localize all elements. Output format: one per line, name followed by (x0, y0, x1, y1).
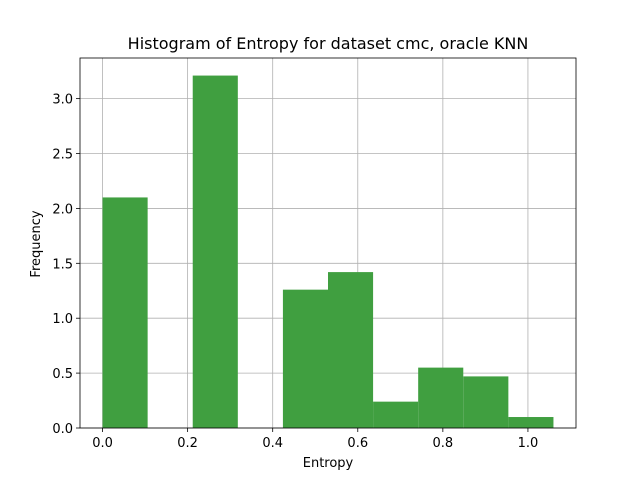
x-tick-label: 0.6 (347, 436, 368, 451)
y-tick-label: 2.0 (52, 202, 73, 217)
x-tick-label: 0.2 (177, 436, 198, 451)
histogram-bars (102, 75, 554, 428)
chart-title: Histogram of Entropy for dataset cmc, or… (128, 34, 529, 53)
axes-frame (79, 57, 577, 429)
y-tick-label: 1.5 (52, 257, 73, 272)
x-tick-label: 0.0 (92, 436, 113, 451)
y-tick-label: 0.0 (52, 422, 73, 437)
y-tick-label: 3.0 (52, 93, 73, 108)
histogram-bar (373, 401, 419, 428)
grid-lines (80, 58, 576, 429)
y-axis-label: Frequency (29, 210, 44, 277)
histogram-bar (192, 75, 238, 428)
y-tick-label: 2.5 (52, 148, 73, 163)
x-tick-label: 0.8 (433, 436, 454, 451)
y-tick-label: 0.5 (52, 367, 73, 382)
x-tick-label: 1.0 (518, 436, 539, 451)
y-tick-label: 1.0 (52, 312, 73, 327)
histogram-bar (282, 289, 328, 428)
histogram-bar (463, 376, 509, 428)
x-axis-label: Entropy (303, 456, 354, 471)
histogram-bar (508, 417, 554, 428)
histogram-bar (328, 272, 374, 428)
histogram-bar (418, 367, 464, 428)
histogram-bar (102, 197, 148, 428)
axes: 0.0 0.2 0.4 0.6 0.8 1.0 0.0 0.5 1.0 1.5 2.0 2.5 3.0 (52, 57, 577, 451)
x-tick-label: 0.4 (262, 436, 283, 451)
